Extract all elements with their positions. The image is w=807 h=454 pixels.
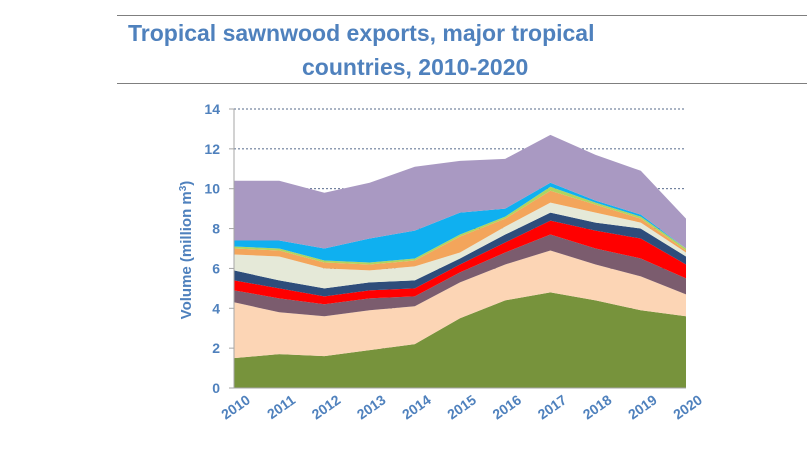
area-series-6 <box>234 202 686 289</box>
x-tick-label-2015: 2015 <box>444 391 479 422</box>
x-tick-label-2019: 2019 <box>625 391 660 422</box>
area-series-4 <box>234 220 686 305</box>
area-series-1 <box>234 292 686 388</box>
title-underline <box>117 83 807 84</box>
x-tick-label-2011: 2011 <box>264 391 298 422</box>
y-tick-label-14: 14 <box>204 101 220 117</box>
area-series-3 <box>234 234 686 317</box>
x-tick-label-2020: 2020 <box>670 391 705 422</box>
chart-title-line1: Tropical sawnwood exports, major tropica… <box>128 20 595 46</box>
y-tick-label-4: 4 <box>212 300 220 316</box>
x-tick-label-2014: 2014 <box>399 391 434 422</box>
x-tick-label-2018: 2018 <box>580 391 615 422</box>
area-series-9 <box>234 182 686 263</box>
axes <box>229 108 686 389</box>
y-tick-label-6: 6 <box>212 260 220 276</box>
x-tick-label-2010: 2010 <box>218 391 253 422</box>
x-tick-label-2012: 2012 <box>309 391 344 422</box>
x-tick-label-2013: 2013 <box>354 391 389 422</box>
area-series-group <box>234 134 686 388</box>
area-series-5 <box>234 212 686 297</box>
y-tick-label-10: 10 <box>204 181 220 197</box>
area-series-2 <box>234 250 686 359</box>
top-rule <box>117 15 807 16</box>
y-tick-label-12: 12 <box>204 141 220 157</box>
y-tick-label-8: 8 <box>212 221 220 237</box>
x-tick-label-2017: 2017 <box>535 391 570 422</box>
chart-title-line2: countries, 2010-2020 <box>302 54 529 80</box>
y-tick-labels: 0 2 4 6 8 10 12 14 <box>204 101 220 396</box>
x-tick-labels: 2010 2011 2012 2013 2014 2015 2016 2017 2018 2019… <box>218 391 705 422</box>
area-series-10 <box>234 134 686 249</box>
x-tick-label-2016: 2016 <box>489 391 524 422</box>
y-tick-label-2: 2 <box>212 340 220 356</box>
y-axis-label: Volume (million m3) <box>178 181 196 320</box>
y-tick-label-0: 0 <box>212 380 220 396</box>
